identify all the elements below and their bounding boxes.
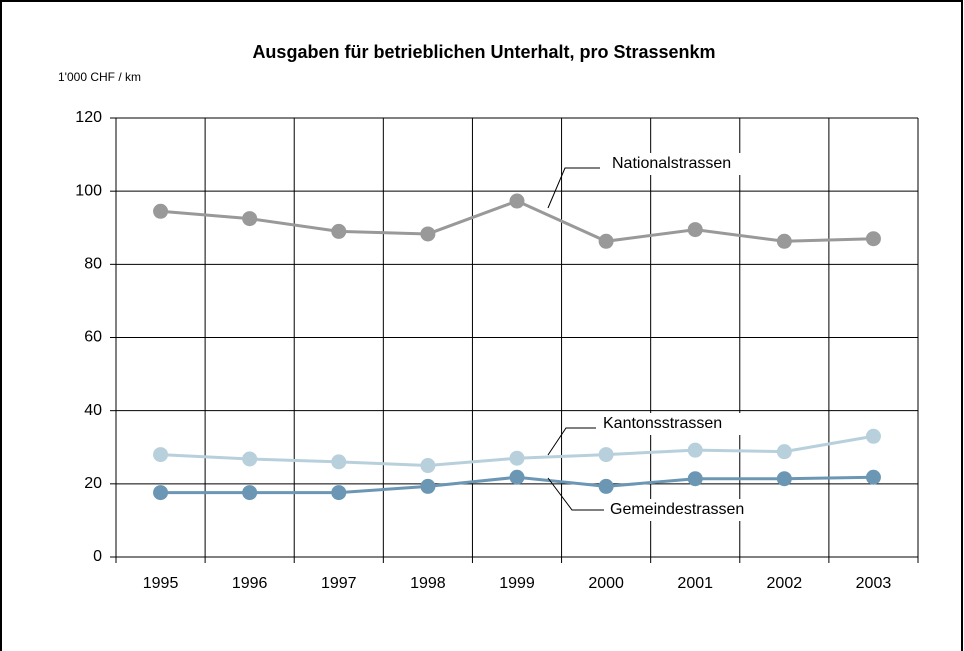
y-tick-label: 100 [75, 182, 102, 199]
point [687, 222, 703, 238]
x-tick-label: 1999 [499, 575, 535, 592]
point [509, 469, 525, 485]
y-tick-label: 40 [84, 402, 102, 419]
point [776, 444, 792, 460]
label-bg [602, 499, 772, 521]
x-tick-label: 2001 [677, 575, 713, 592]
leader-line [547, 477, 604, 511]
point [509, 450, 525, 466]
x-tick-label: 2003 [856, 575, 892, 592]
point [776, 471, 792, 487]
point [331, 485, 347, 501]
label-bg [595, 413, 745, 435]
point [153, 447, 169, 463]
point [865, 231, 881, 247]
point [687, 471, 703, 487]
point [242, 451, 258, 467]
point [242, 485, 258, 501]
x-tick-label: 1997 [321, 575, 357, 592]
chart-title: Ausgaben für betrieblichen Unterhalt, pr… [252, 42, 715, 62]
series-label: Kantonsstrassen [603, 415, 722, 432]
series-label: Nationalstrassen [612, 155, 731, 172]
point [420, 226, 436, 242]
x-tick-label: 2002 [767, 575, 803, 592]
series-label: Gemeindestrassen [610, 501, 744, 518]
y-tick-label: 0 [93, 548, 102, 565]
point [598, 478, 614, 494]
point [331, 223, 347, 239]
x-tick-label: 2000 [588, 575, 624, 592]
point [598, 447, 614, 463]
point [776, 233, 792, 249]
point [865, 428, 881, 444]
x-tick-label: 1998 [410, 575, 446, 592]
point [331, 454, 347, 470]
y-tick-label: 120 [75, 109, 102, 126]
y-axis-label: 1'000 CHF / km [58, 70, 141, 84]
label-bg [604, 153, 754, 175]
y-tick-label: 80 [84, 256, 102, 273]
leader-line [547, 427, 596, 456]
point [420, 478, 436, 494]
point [509, 193, 525, 209]
y-tick-label: 20 [84, 475, 102, 492]
point [242, 211, 258, 227]
point [865, 469, 881, 485]
leader-line [547, 167, 600, 209]
point [153, 203, 169, 219]
x-tick-label: 1996 [232, 575, 268, 592]
point [598, 233, 614, 249]
point [420, 458, 436, 474]
point [153, 485, 169, 501]
y-tick-label: 60 [84, 329, 102, 346]
x-tick-label: 1995 [143, 575, 179, 592]
point [687, 442, 703, 458]
